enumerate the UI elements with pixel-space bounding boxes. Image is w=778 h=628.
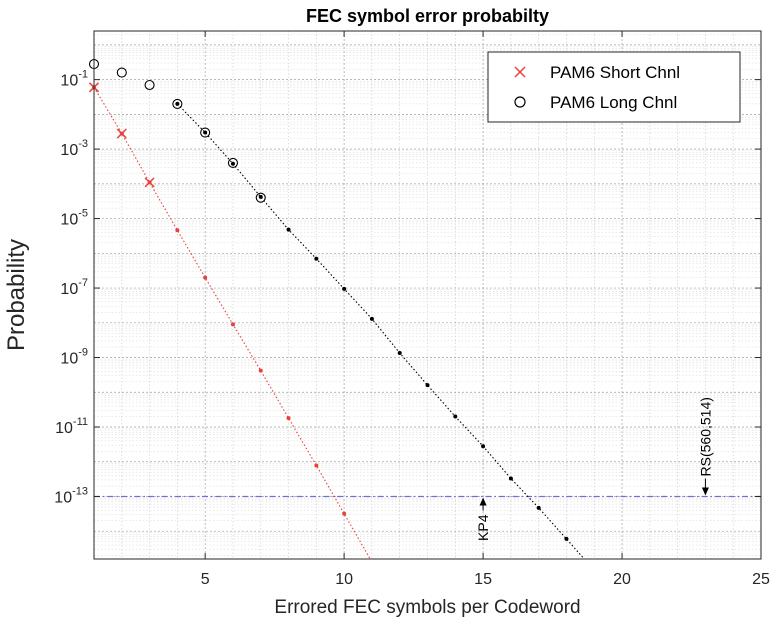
- x-axis-label: Errored FEC symbols per Codeword: [274, 597, 580, 618]
- legend-box: [487, 51, 741, 123]
- data-point-dot: [286, 416, 291, 421]
- data-point-marker-circle: [144, 79, 155, 91]
- data-point-dot: [230, 161, 235, 166]
- data-point-marker-circle: [200, 127, 211, 138]
- chart-title: FEC symbol error probabilty: [306, 6, 549, 26]
- x-tick-label: 20: [613, 571, 631, 588]
- y-tick-label: 10-5: [60, 208, 88, 229]
- data-point-marker-circle: [116, 67, 127, 78]
- legend-entry-label: PAM6 Long Chnl: [550, 93, 677, 112]
- data-point-dot: [453, 414, 458, 419]
- kp4-arrow-head: [479, 497, 487, 506]
- data-point-dot: [258, 194, 263, 199]
- rs-arrow-head: [701, 487, 709, 496]
- data-point-dot: [230, 322, 235, 327]
- data-point-dot: [564, 536, 569, 541]
- data-point-dot: [203, 275, 208, 280]
- x-tick-label: 10: [335, 571, 353, 588]
- y-axis-label: Probability: [3, 239, 30, 351]
- data-point-dot: [175, 228, 180, 233]
- data-point-dot: [425, 383, 430, 388]
- y-tick-label: 10-7: [60, 277, 88, 298]
- data-point-dot: [508, 476, 513, 481]
- data-point-dot: [342, 286, 347, 291]
- data-point-dot: [314, 256, 319, 261]
- data-point-dot: [314, 463, 319, 468]
- data-point-dot: [481, 444, 486, 449]
- y-tick-label: 10-11: [55, 416, 88, 437]
- data-point-marker-circle: [255, 192, 266, 203]
- data-point-dot: [286, 227, 291, 232]
- y-tick-label: 10-13: [54, 485, 88, 506]
- data-point-marker-circle: [172, 98, 183, 109]
- data-point-dot: [342, 511, 347, 516]
- legend-marker-x: [514, 66, 526, 78]
- axes-frame: [93, 30, 762, 560]
- data-point-marker-x: [116, 128, 127, 139]
- x-tick-label: 15: [474, 571, 492, 588]
- data-point-dot: [258, 368, 263, 373]
- data-point-dot: [175, 101, 180, 106]
- x-tick-label: 25: [752, 571, 770, 588]
- data-point-dot: [536, 505, 541, 510]
- data-point-marker-circle: [227, 157, 239, 168]
- series-line-long-chnl: [176, 103, 585, 559]
- y-tick-label: 10-3: [60, 138, 88, 159]
- y-tick-label: 10-9: [60, 347, 88, 368]
- y-tick-label: 10-1: [60, 69, 88, 90]
- x-tick-label: 5: [201, 571, 210, 588]
- annotation-rs-560-514: RS(560,514): [697, 397, 713, 476]
- legend-marker-circle: [514, 96, 526, 108]
- annotation-kp4: KP4: [475, 514, 491, 541]
- data-point-dot: [203, 130, 208, 135]
- data-point-dot: [397, 350, 402, 355]
- legend-entry-label: PAM6 Short Chnl: [550, 63, 680, 82]
- data-point-dot: [369, 316, 374, 321]
- data-point-marker-x: [144, 177, 155, 188]
